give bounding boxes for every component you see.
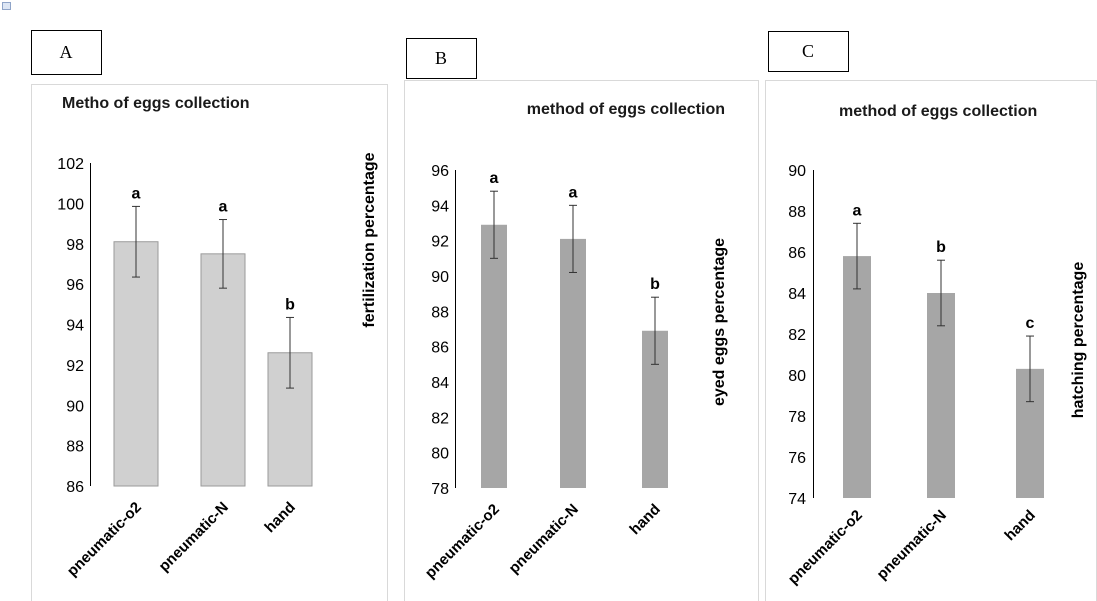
y-tick-label: 94 — [66, 318, 84, 335]
x-tick-label: hand — [626, 501, 663, 538]
panel-label: A — [60, 42, 73, 62]
y-tick-label: 84 — [431, 375, 449, 392]
bar — [927, 293, 955, 498]
significance-letter: a — [219, 199, 228, 216]
x-tick-label: hand — [1001, 507, 1038, 544]
panel-label: C — [802, 41, 814, 61]
significance-letter: b — [285, 296, 295, 313]
y-tick-label: 96 — [431, 163, 449, 180]
y-tick-label: 82 — [788, 327, 806, 344]
y-tick-label: 90 — [431, 269, 449, 286]
chart-title: method of eggs collection — [839, 103, 1037, 120]
significance-letter: a — [132, 185, 141, 202]
y-axis-label: hatching percentage — [1070, 262, 1087, 419]
y-tick-label: 82 — [431, 410, 449, 427]
y-tick-label: 88 — [66, 439, 84, 456]
y-tick-label: 88 — [788, 204, 806, 221]
y-tick-label: 96 — [66, 277, 84, 294]
y-tick-label: 76 — [788, 450, 806, 467]
y-tick-label: 94 — [431, 198, 449, 215]
y-axis-label: fertilization percentage — [361, 152, 378, 327]
y-tick-label: 80 — [788, 368, 806, 385]
y-tick-label: 86 — [66, 479, 84, 496]
bar — [113, 241, 159, 487]
x-tick-label: pneumatic-N — [156, 499, 232, 575]
bar — [560, 238, 586, 488]
y-tick-label: 86 — [788, 245, 806, 262]
chart-panel-a: A Metho of eggs collection 86 88 90 92 94 96 98 1… — [31, 30, 388, 601]
panel-label-box — [406, 38, 477, 79]
y-tick-label: 78 — [788, 409, 806, 426]
significance-letter: a — [569, 184, 578, 201]
bar — [843, 256, 871, 498]
y-tick-label: 92 — [431, 234, 449, 251]
x-tick-label: pneumatic-o2 — [64, 499, 145, 580]
chart-frame — [31, 84, 388, 601]
y-tick-label: 78 — [431, 481, 449, 498]
significance-letter: a — [490, 170, 499, 187]
y-tick-label: 90 — [66, 398, 84, 415]
y-tick-label: 90 — [788, 163, 806, 180]
panel-label: B — [435, 48, 447, 68]
x-tick-label: hand — [261, 499, 298, 536]
bar — [481, 224, 507, 488]
significance-letter: b — [936, 239, 946, 256]
panel-label-box — [768, 31, 849, 72]
chart-frame — [404, 80, 759, 601]
y-axis-label: eyed eggs percentage — [711, 238, 728, 406]
significance-letter: b — [650, 276, 660, 293]
y-tick-label: 74 — [788, 491, 806, 508]
y-tick-label: 92 — [66, 358, 84, 375]
y-tick-label: 100 — [57, 196, 84, 213]
panel-label-box — [31, 30, 102, 75]
x-tick-label: pneumatic-N — [874, 507, 950, 583]
x-tick-label: pneumatic-o2 — [785, 507, 866, 588]
chart-title: method of eggs collection — [527, 101, 725, 118]
y-tick-label: 86 — [431, 340, 449, 357]
significance-letter: a — [853, 202, 862, 219]
x-tick-label: pneumatic-N — [506, 501, 582, 577]
y-tick-label: 84 — [788, 286, 806, 303]
x-tick-label: pneumatic-o2 — [422, 501, 503, 582]
y-tick-label: 88 — [431, 304, 449, 321]
y-tick-label: 80 — [431, 446, 449, 463]
y-tick-label: 98 — [66, 237, 84, 254]
broken-image-icon — [2, 2, 11, 10]
significance-letter: c — [1026, 315, 1035, 332]
y-tick-label: 102 — [57, 156, 84, 173]
bar — [200, 253, 246, 487]
chart-title: Metho of eggs collection — [62, 95, 250, 112]
